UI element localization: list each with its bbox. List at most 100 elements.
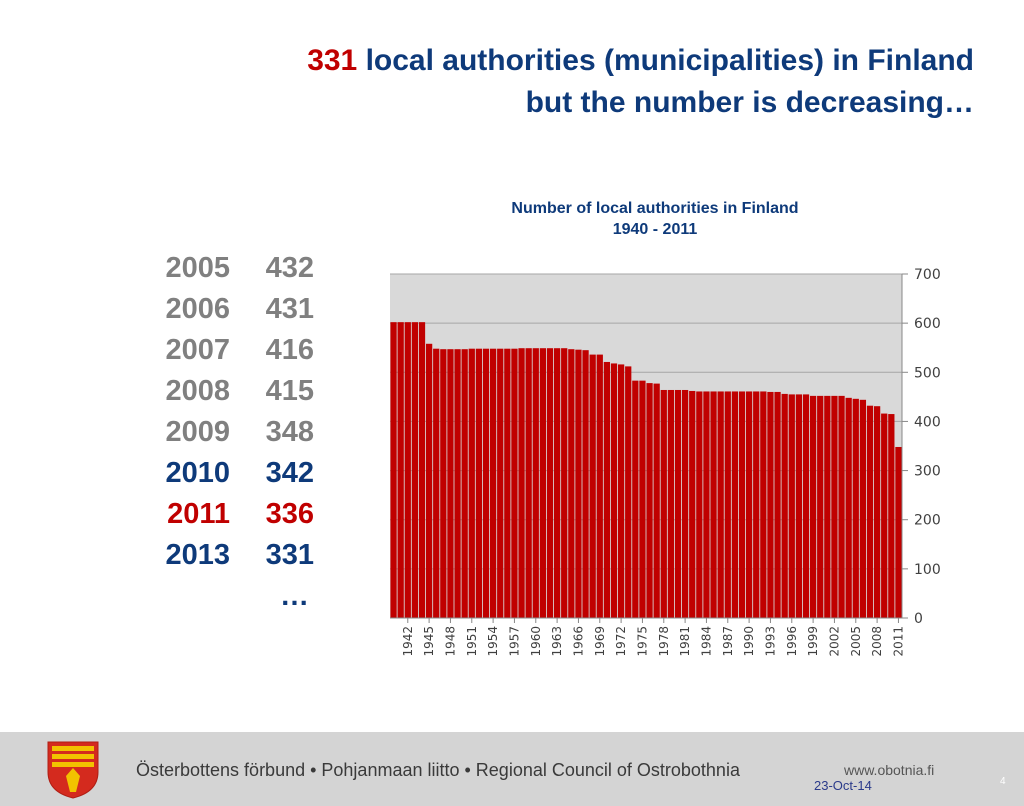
bar [774, 391, 781, 618]
bar [575, 349, 582, 618]
x-tick-label: 1948 [443, 626, 457, 657]
stat-year: 2011 [167, 498, 230, 530]
bar [681, 389, 689, 618]
bar [582, 350, 589, 618]
chart-subtitle: 1940 - 2011 [612, 221, 698, 238]
stat-year: 2013 [165, 539, 230, 571]
bar [831, 395, 838, 618]
x-tick-label: 2011 [891, 626, 905, 657]
x-tick-label: 1978 [657, 626, 671, 657]
stat-value: 432 [265, 252, 314, 284]
y-tick-label: 200 [914, 513, 941, 529]
bar [461, 349, 468, 618]
chart-title-block: Number of local authorities in Finland 1… [430, 198, 880, 240]
stat-value: 348 [265, 416, 314, 448]
bar [546, 348, 554, 618]
bar [788, 394, 795, 618]
stat-row: 2008 415 [140, 371, 314, 412]
stat-year: 2007 [165, 334, 230, 366]
bar [482, 348, 490, 618]
bar [724, 391, 731, 618]
x-tick-label: 1987 [721, 626, 735, 657]
stat-value: 415 [265, 375, 314, 407]
coat-of-arms-icon [47, 741, 99, 799]
x-tick-label: 1951 [465, 626, 479, 657]
x-tick-label: 1942 [401, 626, 415, 657]
bar [625, 366, 632, 618]
bar [596, 354, 603, 618]
chart-title: Number of local authorities in Finland [511, 200, 799, 217]
bar [731, 391, 739, 618]
footer: Österbottens förbund • Pohjanmaan liitto… [0, 732, 1024, 806]
x-tick-label: 1996 [785, 626, 799, 657]
title-number: 331 [307, 44, 358, 77]
bar [497, 348, 504, 618]
bar [539, 348, 547, 618]
bar [895, 446, 902, 618]
footer-org: Österbottens förbund • Pohjanmaan liitto… [136, 760, 740, 780]
bar [511, 348, 518, 618]
bar [838, 395, 845, 618]
stat-year: 2009 [165, 416, 230, 448]
bar [518, 348, 525, 618]
stat-row: 2013 331 [140, 535, 314, 576]
bar [632, 380, 639, 618]
stat-year: 2005 [165, 252, 230, 284]
stat-row: 2009 348 [140, 412, 314, 453]
bar [646, 383, 653, 618]
stat-value: 336 [265, 498, 314, 530]
x-tick-label: 1969 [593, 626, 607, 657]
bar [397, 322, 404, 618]
stat-year: 2008 [165, 375, 230, 407]
stats-ellipsis: … [280, 580, 309, 612]
x-tick-label: 1990 [742, 626, 756, 657]
footer-url[interactable]: www.obotnia.fi [844, 762, 935, 778]
bar [795, 394, 803, 618]
bar [888, 414, 895, 618]
y-tick-label: 100 [914, 562, 941, 578]
stats-list: 2005 432 2006 431 2007 416 2008 415 2009 348 2010 3… [140, 248, 314, 576]
bar [639, 380, 646, 618]
x-tick-label: 1957 [507, 626, 521, 657]
stat-row: 2005 432 [140, 248, 314, 289]
bar [873, 406, 881, 618]
x-tick-label: 2008 [870, 626, 884, 657]
x-tick-label: 1984 [699, 626, 713, 657]
stat-row: 2006 431 [140, 289, 314, 330]
stat-value: 431 [265, 293, 314, 325]
y-tick-label: 300 [914, 464, 941, 480]
bar [561, 348, 568, 618]
bar [404, 322, 411, 618]
bar [881, 413, 888, 618]
x-tick-label: 1954 [486, 626, 500, 657]
bar [468, 348, 475, 618]
bar [674, 389, 682, 618]
bar-chart: 0 100 200 300 400 500 600 700 1942 1945 1948 1951 19… [390, 267, 941, 657]
bar [760, 391, 767, 618]
slide-title: 331 local authorities (municipalities) i… [307, 40, 974, 124]
x-tick-label: 1999 [806, 626, 820, 657]
stat-row: 2010 342 [140, 453, 314, 494]
bar [525, 348, 532, 618]
bar [653, 383, 660, 618]
stat-row: 2007 416 [140, 330, 314, 371]
bar [767, 391, 774, 618]
x-tick-label: 1981 [678, 626, 692, 657]
bar [660, 389, 667, 618]
y-tick-label: 400 [914, 414, 941, 430]
bar [411, 322, 419, 618]
y-tick-label: 500 [914, 365, 941, 381]
bar [802, 394, 810, 618]
bar [504, 348, 511, 618]
bar [781, 393, 788, 618]
bar [440, 349, 447, 618]
bar [859, 399, 867, 618]
x-tick-label: 1963 [550, 626, 564, 657]
bar [418, 322, 426, 618]
bar [753, 391, 760, 618]
x-tick-label: 1993 [763, 626, 777, 657]
x-tick-label: 2002 [827, 626, 841, 657]
y-tick-label: 600 [914, 316, 941, 332]
bar [745, 391, 753, 618]
stat-year: 2010 [165, 457, 230, 489]
